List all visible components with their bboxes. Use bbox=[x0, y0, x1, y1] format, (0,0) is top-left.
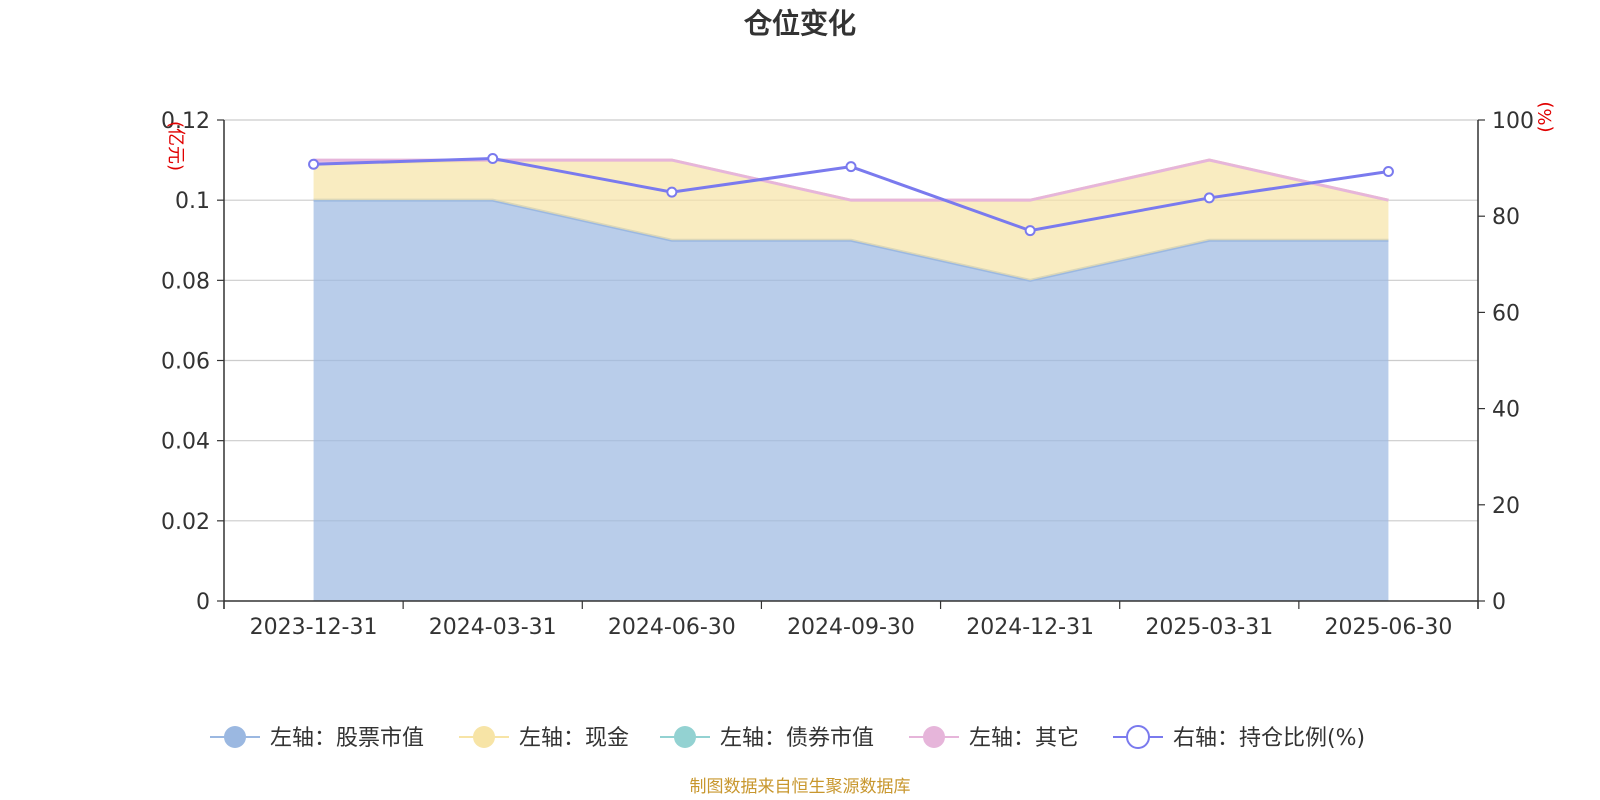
area-series bbox=[313, 158, 1389, 601]
legend-label: 左轴：债券市值 bbox=[720, 726, 874, 751]
legend-marker bbox=[473, 726, 495, 748]
axes: 0 0.02 0.04 0.06 0.08 0.1 0.12 0 20 40 60 80 100 2023… bbox=[161, 109, 1534, 640]
x-axis-tick-label: 2025-03-31 bbox=[1145, 615, 1273, 640]
legend-marker bbox=[224, 726, 246, 748]
right-axis-tick-label: 60 bbox=[1492, 301, 1520, 326]
area-series-0 bbox=[313, 200, 1389, 601]
right-axis-tick-label: 20 bbox=[1492, 494, 1520, 519]
ratio-point bbox=[1024, 225, 1036, 237]
legend-marker bbox=[674, 726, 696, 748]
ratio-line-series bbox=[308, 152, 1394, 237]
right-axis-tick-label: 100 bbox=[1492, 109, 1534, 134]
legend-label: 左轴：股票市值 bbox=[270, 726, 424, 751]
ratio-point bbox=[1203, 192, 1215, 204]
right-axis-tick-label: 40 bbox=[1492, 398, 1520, 423]
left-axis-tick-label: 0.04 bbox=[161, 430, 210, 455]
legend-marker bbox=[1126, 725, 1150, 749]
legend: 左轴：股票市值 左轴：现金 左轴：债券市值 左轴：其它 右轴：持仓比例(%) bbox=[210, 725, 1365, 751]
legend-label: 右轴：持仓比例(%) bbox=[1173, 726, 1365, 751]
x-axis-tick-label: 2023-12-31 bbox=[250, 615, 378, 640]
right-axis-unit: (%) bbox=[1535, 101, 1556, 132]
left-axis-tick-label: 0 bbox=[196, 590, 210, 615]
left-axis-tick-label: 0.1 bbox=[175, 189, 210, 214]
chart-title: 仓位变化 bbox=[744, 7, 856, 40]
ratio-point bbox=[845, 161, 857, 173]
x-axis-tick-label: 2024-09-30 bbox=[787, 615, 915, 640]
ratio-point bbox=[308, 158, 320, 170]
left-axis-tick-label: 0.12 bbox=[161, 109, 210, 134]
ratio-point bbox=[487, 152, 499, 164]
x-axis-tick-label: 2024-12-31 bbox=[966, 615, 1094, 640]
area-series-1 bbox=[313, 160, 1389, 281]
left-axis-tick-label: 0.06 bbox=[161, 350, 210, 375]
x-axis-tick-label: 2024-06-30 bbox=[608, 615, 736, 640]
ratio-point bbox=[1382, 165, 1394, 177]
left-axis-tick-label: 0.08 bbox=[161, 269, 210, 294]
legend-label: 左轴：现金 bbox=[519, 726, 629, 751]
x-axis-tick-label: 2024-03-31 bbox=[429, 615, 557, 640]
source-note: 制图数据来自恒生聚源数据库 bbox=[690, 777, 911, 797]
ratio-point bbox=[666, 186, 678, 198]
left-axis-tick-label: 0.02 bbox=[161, 510, 210, 535]
right-axis-tick-label: 0 bbox=[1492, 590, 1506, 615]
legend-marker bbox=[923, 726, 945, 748]
left-axis-unit: (亿元) bbox=[165, 121, 186, 171]
legend-label: 左轴：其它 bbox=[969, 726, 1079, 751]
x-axis-tick-label: 2025-06-30 bbox=[1324, 615, 1452, 640]
right-axis-tick-label: 80 bbox=[1492, 205, 1520, 230]
